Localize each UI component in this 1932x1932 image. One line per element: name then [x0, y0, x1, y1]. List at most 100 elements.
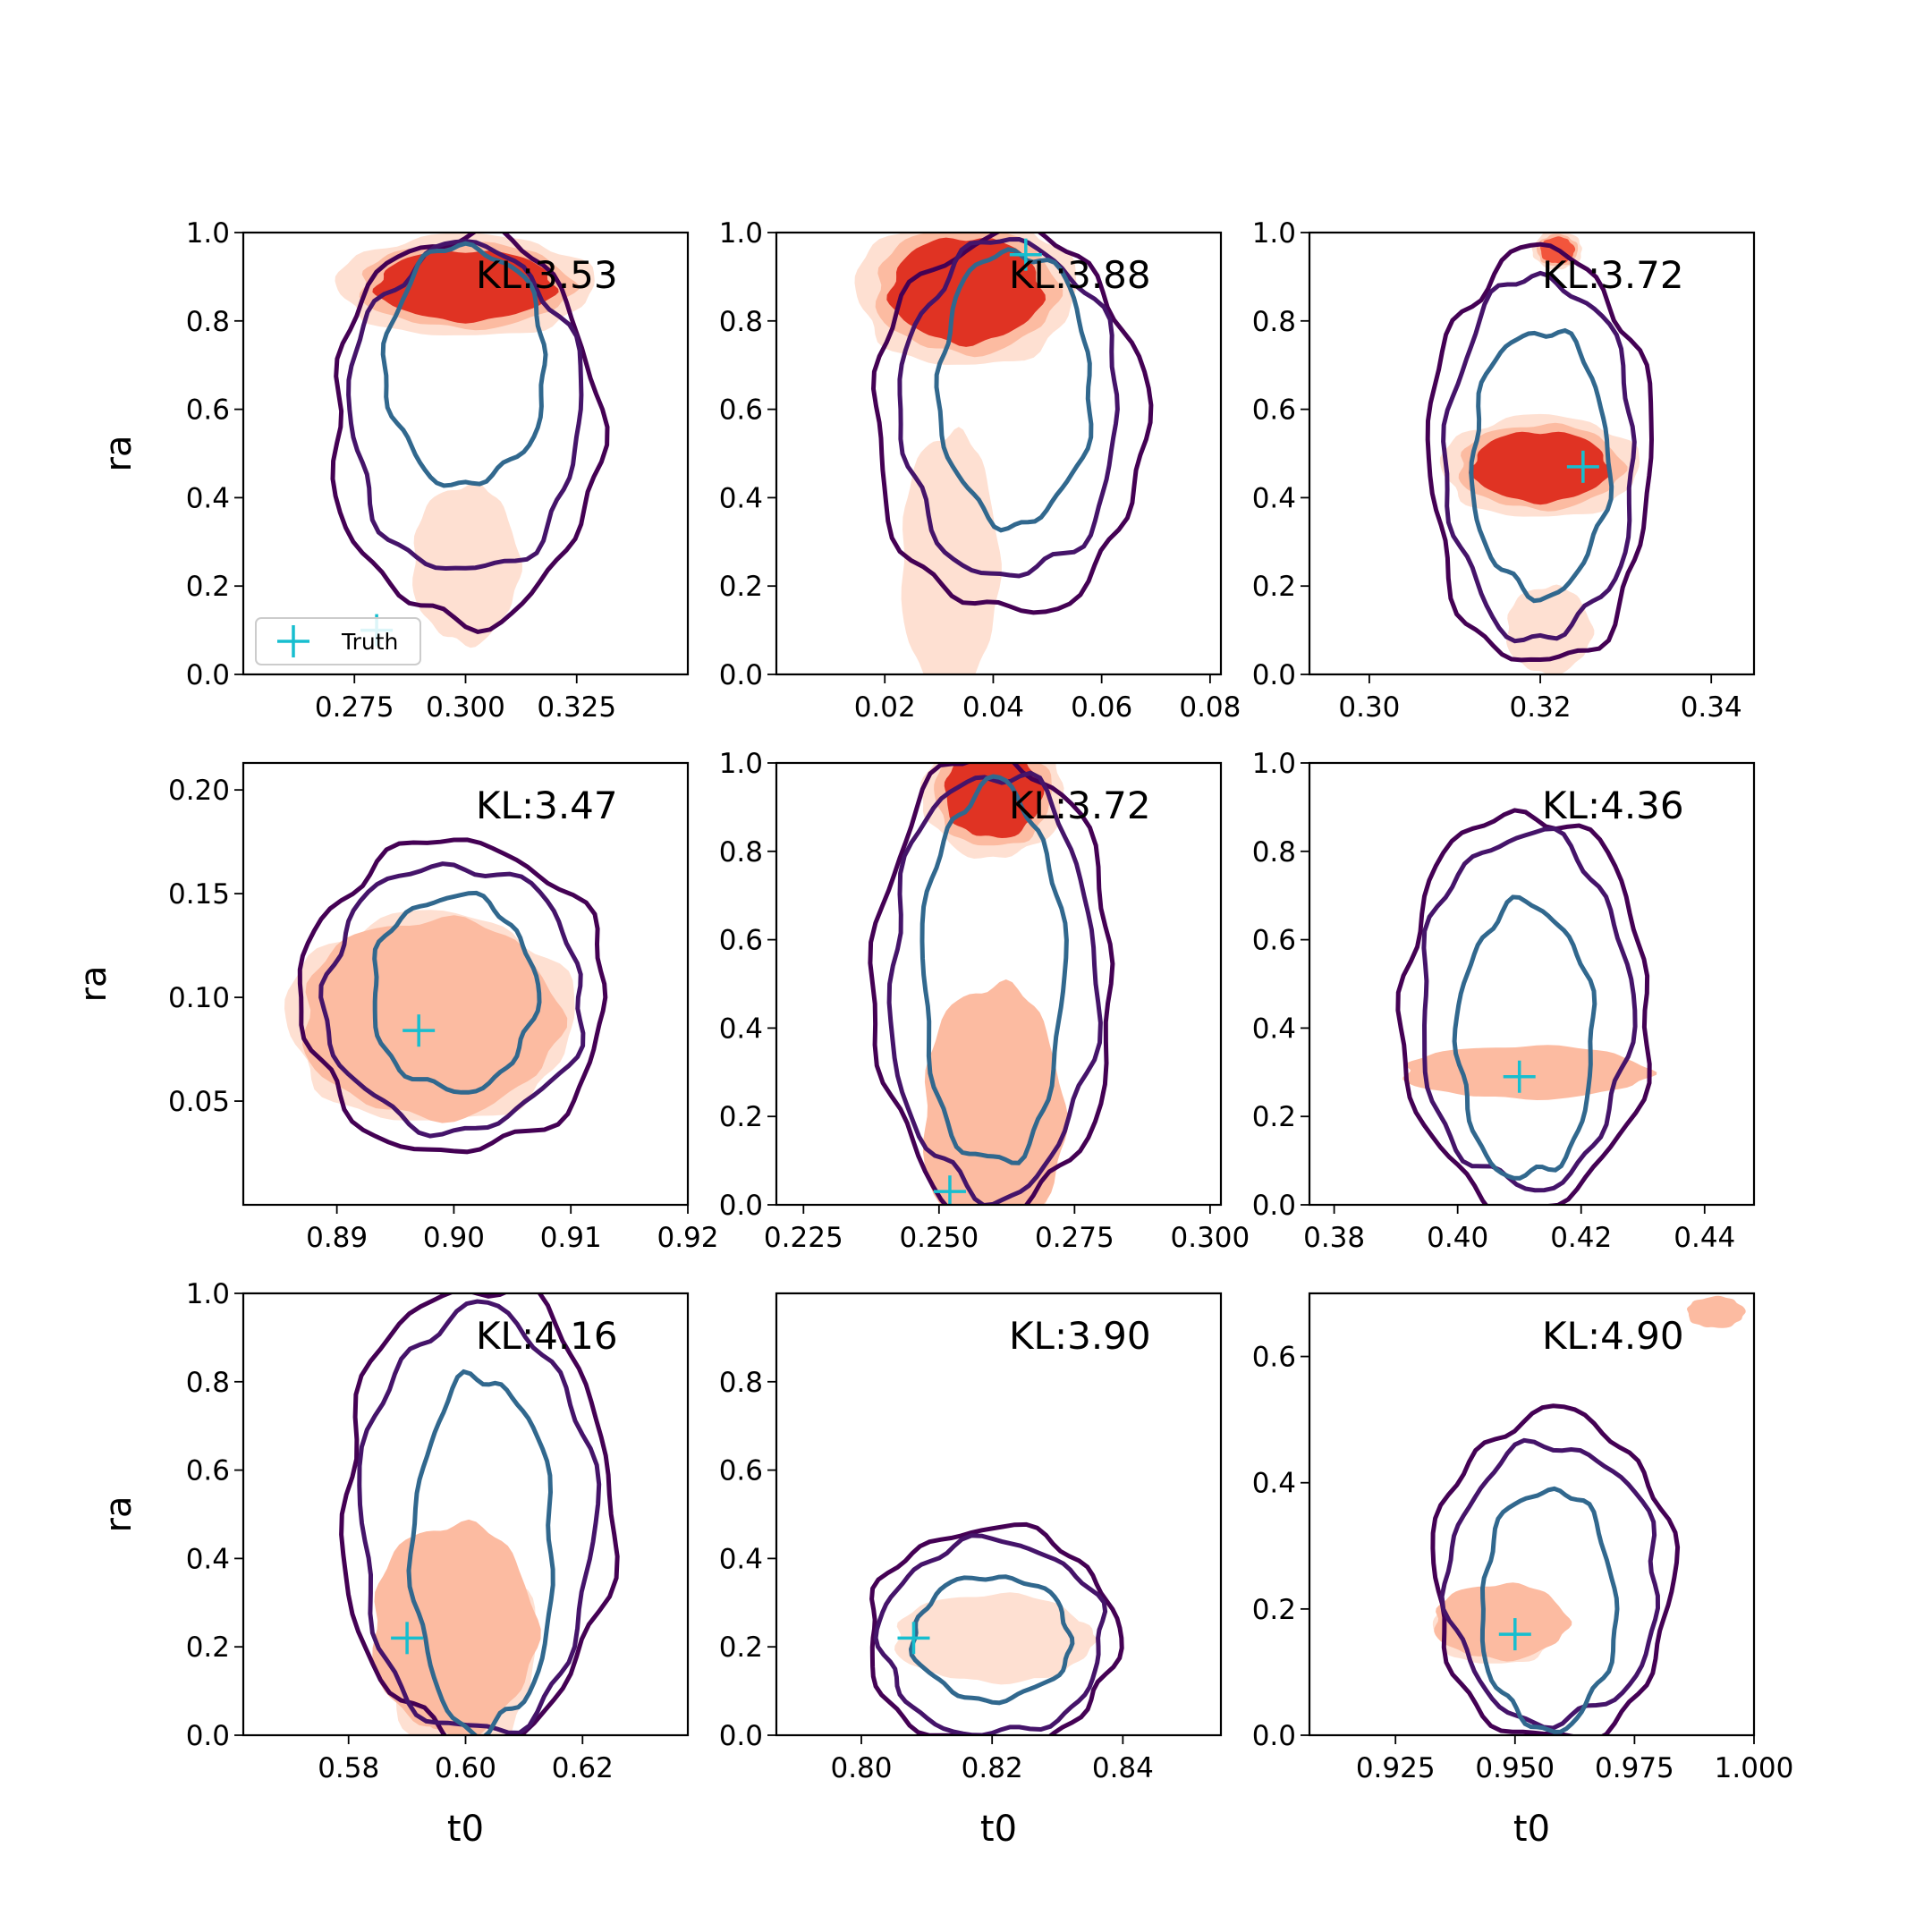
x-tick-label: 0.275 — [1035, 1222, 1114, 1254]
density-region-low — [1434, 1582, 1572, 1662]
panel-5: 0.225 0.250 0.275 0.300 0.0 0.2 0.4 0.6 0.8 1.0 KL… — [719, 748, 1250, 1254]
y-tick-label: 0.15 — [168, 878, 230, 911]
y-tick-label: 0.20 — [168, 775, 230, 807]
x-tick-label: 0.62 — [552, 1752, 614, 1784]
plot-area — [1395, 808, 1657, 1205]
y-tick-label: 1.0 — [1252, 748, 1296, 780]
contour-outer — [868, 763, 1115, 1205]
contour-inner — [919, 774, 1069, 1165]
contour-inner — [934, 247, 1094, 533]
truth-marker — [1009, 238, 1042, 271]
x-axis-label: t0 — [980, 1809, 1017, 1850]
contour-mid — [886, 770, 1103, 1205]
kl-annotation: KL:3.90 — [1009, 1314, 1151, 1358]
density-region-low — [1687, 1295, 1746, 1328]
y-tick-label: 0.6 — [719, 925, 763, 957]
legend-label: Truth — [341, 629, 398, 655]
x-tick-label: 0.975 — [1595, 1752, 1674, 1784]
x-tick-label: 0.06 — [1071, 691, 1132, 724]
x-tick-label: 0.225 — [764, 1222, 843, 1254]
y-tick-label: 0.8 — [719, 836, 763, 869]
x-tick-label: 0.34 — [1681, 691, 1742, 724]
y-tick-label: 0.0 — [719, 1190, 763, 1222]
y-tick-label: 0.4 — [719, 1543, 763, 1575]
x-tick-label: 0.92 — [657, 1222, 718, 1254]
x-tick-label: 0.38 — [1303, 1222, 1365, 1254]
y-tick-label: 0.2 — [1252, 571, 1296, 603]
legend-truth-marker — [277, 625, 309, 657]
kl-annotation: KL:3.53 — [476, 253, 618, 297]
contour-mid — [873, 1533, 1108, 1735]
y-axis-label: ra — [98, 436, 140, 472]
y-tick-label: 1.0 — [719, 748, 763, 780]
panels: 0.275 0.300 0.325 0.0 0.2 0.4 0.6 0.8 1.0 KL:3.53… — [73, 217, 1794, 1850]
y-tick-label: 0.6 — [1252, 1342, 1296, 1374]
y-tick-label: 1.0 — [186, 217, 230, 250]
y-tick-label: 0.4 — [1252, 482, 1296, 514]
plot-area — [339, 1293, 620, 1735]
x-tick-label: 0.84 — [1092, 1752, 1154, 1784]
axes-frame — [1308, 231, 1756, 676]
y-tick-label: 0.8 — [186, 1367, 230, 1399]
y-tick-label: 0.2 — [1252, 1101, 1296, 1133]
y-tick-label: 0.8 — [1252, 306, 1296, 338]
x-tick-label: 0.04 — [962, 691, 1024, 724]
x-tick-label: 0.325 — [537, 691, 616, 724]
y-tick-label: 0.2 — [719, 571, 763, 603]
x-tick-label: 1.000 — [1715, 1752, 1794, 1784]
kl-annotation: KL:3.88 — [1009, 253, 1151, 297]
y-tick-label: 1.0 — [719, 217, 763, 250]
contour-outer — [297, 837, 608, 1155]
x-tick-label: 0.925 — [1356, 1752, 1436, 1784]
kl-annotation: KL:4.16 — [476, 1314, 618, 1358]
density-region-faint — [894, 1592, 1097, 1685]
plot-area — [1430, 1295, 1746, 1735]
y-tick-label: 0.4 — [1252, 1013, 1296, 1045]
kl-annotation: KL:3.47 — [476, 784, 618, 827]
y-tick-label: 0.4 — [1252, 1468, 1296, 1500]
plot-area — [854, 233, 1154, 674]
density-region-low — [372, 1519, 541, 1735]
panel-4: 0.89 0.90 0.91 0.92 0.05 0.10 0.15 0.20 KL:3.47 r… — [73, 761, 719, 1254]
truth-marker — [1566, 450, 1599, 483]
contour-mid — [346, 239, 584, 572]
plot-area — [1425, 233, 1655, 674]
truth-marker — [391, 1622, 424, 1655]
x-tick-label: 0.90 — [423, 1222, 485, 1254]
contour-outer — [1395, 808, 1652, 1205]
plot-area — [284, 837, 608, 1155]
y-tick-label: 0.0 — [186, 1720, 230, 1752]
axes-frame — [775, 761, 1223, 1207]
plot-area — [869, 1521, 1124, 1735]
contour-inner — [406, 1368, 555, 1735]
y-tick-label: 1.0 — [186, 1278, 230, 1310]
x-axis-label: t0 — [447, 1809, 484, 1850]
y-tick-label: 0.0 — [1252, 1720, 1296, 1752]
axes-frame — [775, 231, 1223, 676]
y-tick-label: 0.6 — [186, 394, 230, 427]
x-tick-label: 0.08 — [1179, 691, 1241, 724]
y-tick-label: 1.0 — [1252, 217, 1296, 250]
x-tick-label: 0.44 — [1674, 1222, 1735, 1254]
axes-frame — [1308, 761, 1756, 1207]
contour-outer — [330, 233, 610, 634]
y-tick-label: 0.8 — [719, 306, 763, 338]
contour-inner — [1452, 894, 1597, 1181]
truth-marker — [897, 1622, 930, 1655]
plot-area — [330, 233, 610, 648]
y-tick-label: 0.2 — [719, 1101, 763, 1133]
truth-marker — [402, 1014, 436, 1047]
contour-outer — [1425, 242, 1655, 663]
x-tick-label: 0.30 — [1338, 691, 1400, 724]
contour-mid — [318, 861, 586, 1139]
y-tick-label: 0.8 — [186, 306, 230, 338]
y-tick-label: 0.6 — [1252, 925, 1296, 957]
panel-6: 0.38 0.40 0.42 0.44 0.0 0.2 0.4 0.6 0.8 1.0 KL:4.3… — [1252, 748, 1756, 1254]
panel-3: 0.30 0.32 0.34 0.0 0.2 0.4 0.6 0.8 1.0 KL:3.72 — [1252, 217, 1756, 724]
y-tick-label: 0.2 — [1252, 1594, 1296, 1626]
contour-outer — [869, 1521, 1124, 1735]
axes-frame — [242, 761, 690, 1207]
x-tick-label: 0.950 — [1475, 1752, 1555, 1784]
panel-7: 0.58 0.60 0.62 0.0 0.2 0.4 0.6 0.8 1.0 KL:4.16 ra t… — [98, 1278, 690, 1850]
